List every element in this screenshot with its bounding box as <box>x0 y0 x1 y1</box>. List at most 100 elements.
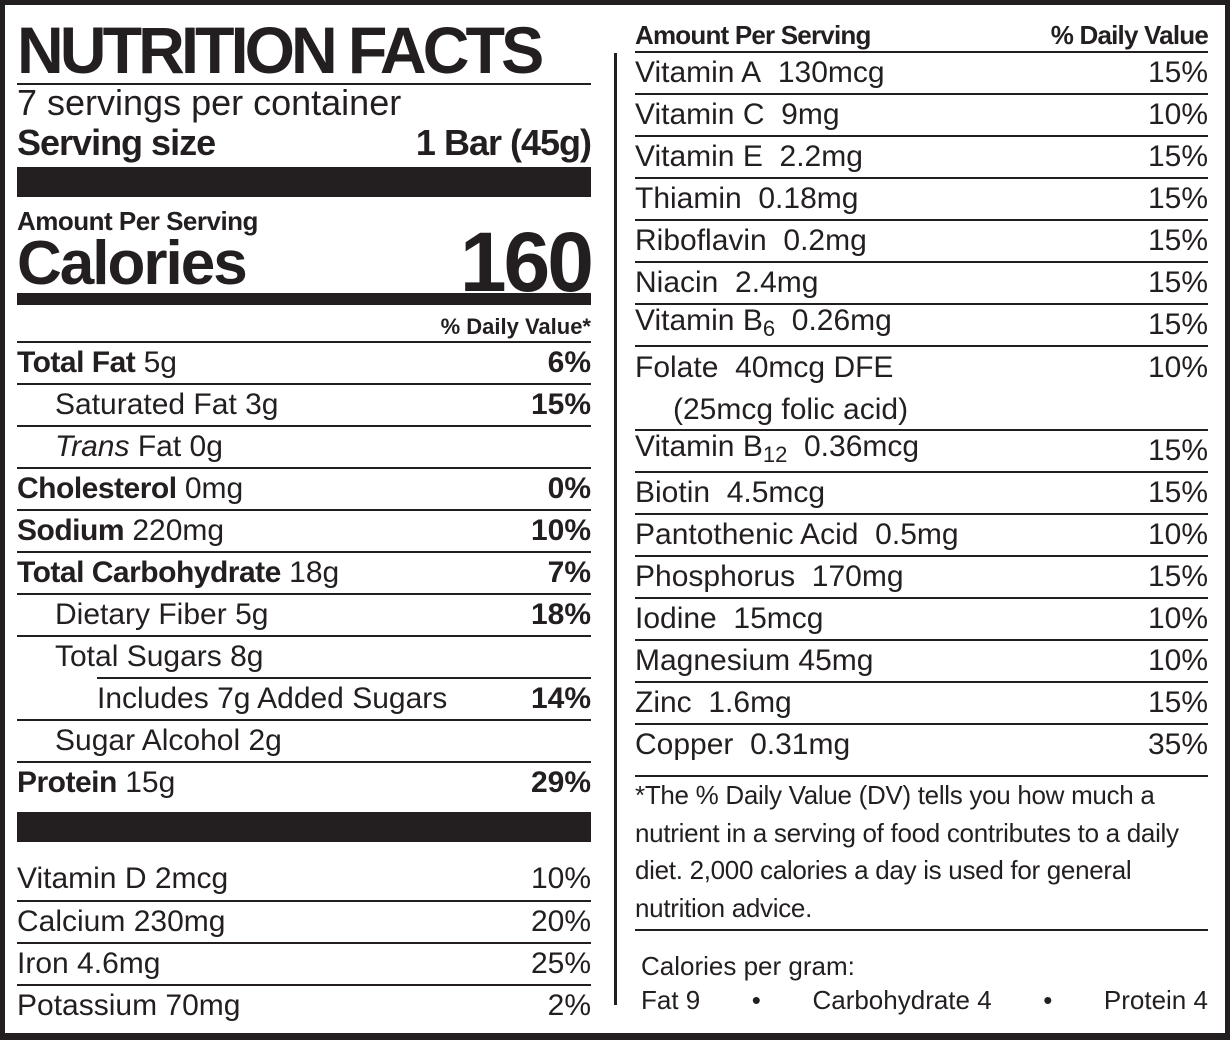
mineral-dv: 10% <box>530 862 591 895</box>
vitamin-row: Magnesium 45mg 10% <box>635 639 1208 681</box>
mineral-amount: 230mg <box>133 905 226 938</box>
vitamin-dv: 10% <box>1147 351 1208 384</box>
vitamin-dv: 15% <box>1147 56 1208 89</box>
nutrient-dv: 10% <box>530 514 591 547</box>
amount-per-serving-label: Amount Per Serving <box>17 206 258 236</box>
nutrient-row-protein: Protein 15g 29% <box>17 761 591 803</box>
cpg-carbohydrate: Carbohydrate 4 <box>812 985 992 1015</box>
nutrient-row-sugar-alcohol: Sugar Alcohol 2g <box>17 719 591 761</box>
nutrient-name-suffix: Fat <box>137 430 182 463</box>
vitamin-row: Vitamin C 9mg 10% <box>635 93 1208 135</box>
vitamin-dv: 15% <box>1147 182 1208 215</box>
bullet-separator: • <box>751 985 761 1015</box>
vitamin-row: Vitamin B12 0.36mcg 15% <box>635 429 1208 471</box>
vitamin-row: Vitamin E 2.2mg 15% <box>635 135 1208 177</box>
column-divider <box>614 53 617 1005</box>
thick-divider-top <box>17 167 591 197</box>
nutrient-amount: 220mg <box>132 514 225 547</box>
nutrient-row-added-sugars: Includes 7g Added Sugars 14% <box>97 677 591 719</box>
right-header-amount: Amount Per Serving <box>635 20 871 50</box>
vitamin-row: Zinc 1.6mg 15% <box>635 681 1208 723</box>
mineral-dv: 25% <box>530 947 591 980</box>
daily-value-footnote: *The % Daily Value (DV) tells you how mu… <box>635 775 1208 931</box>
vitamin-row-folate: Folate 40mcg DFE (25mcg folic acid) 10% <box>635 345 1208 429</box>
nutrient-row-saturated-fat: Saturated Fat 3g 15% <box>17 383 591 425</box>
nutrient-row-dietary-fiber: Dietary Fiber 5g 18% <box>17 593 591 635</box>
vitamin-name: Vitamin E <box>635 140 763 173</box>
cpg-protein: Protein 4 <box>1103 985 1208 1015</box>
right-column-header: Amount Per Serving % Daily Value <box>635 19 1209 51</box>
vitamin-row: Biotin 4.5mcg 15% <box>635 471 1208 513</box>
calories-per-gram-row: Fat 9 • Carbohydrate 4 • Protein 4 <box>641 983 1208 1017</box>
nutrient-amount: 3g <box>245 388 279 421</box>
mineral-dv: 20% <box>530 905 591 938</box>
vitamin-amount: 4.5mcg <box>726 476 826 509</box>
calories-per-gram-label: Calories per gram: <box>641 951 855 981</box>
mineral-name: Calcium <box>17 905 126 938</box>
vitamin-amount: 2.4mg <box>735 266 819 299</box>
nutrient-amount: 5g <box>235 598 269 631</box>
vitamin-row: Phosphorus 170mg 15% <box>635 555 1208 597</box>
mineral-name: Vitamin D <box>17 862 147 895</box>
vitamin-amount: 15mcg <box>733 602 824 635</box>
vitamin-name: Copper <box>635 728 734 761</box>
vitamin-amount: 0.31mg <box>750 728 851 761</box>
vitamin-dv: 15% <box>1147 476 1208 509</box>
vitamin-dv: 10% <box>1147 98 1208 131</box>
vitamin-amount: 0.5mg <box>875 518 959 551</box>
nutrient-dv: 15% <box>530 388 591 421</box>
vitamin-dv: 10% <box>1147 644 1208 677</box>
nutrient-row-total-carbohydrate: Total Carbohydrate 18g 7% <box>17 551 591 593</box>
nutrient-dv: 18% <box>530 598 591 631</box>
vitamin-row: Copper 0.31mg 35% <box>635 723 1208 765</box>
vitamin-amount: 0.2mg <box>783 224 867 257</box>
vitamin-name: Zinc <box>635 686 692 719</box>
mineral-amount: 4.6mg <box>77 947 161 980</box>
thick-divider-protein <box>17 812 591 842</box>
servings-per-container: 7 servings per container <box>17 82 402 123</box>
right-header-dv: % Daily Value <box>1050 20 1209 50</box>
nutrient-dv: 7% <box>547 556 591 589</box>
daily-value-header: % Daily Value* <box>440 314 591 339</box>
vitamin-dv: 15% <box>1147 560 1208 593</box>
mineral-row-potassium: Potassium 70mg 2% <box>17 984 591 1026</box>
nutrient-name: Total Sugars <box>55 640 222 673</box>
mineral-row-vitamin-d: Vitamin D 2mcg 10% <box>17 858 591 900</box>
nutrient-row-total-fat: Total Fat 5g 6% <box>17 341 591 383</box>
vitamin-amount: 130mcg <box>777 56 885 89</box>
nutrient-row-cholesterol: Cholesterol 0mg 0% <box>17 467 591 509</box>
serving-size-value: 1 Bar (45g) <box>415 122 592 163</box>
serving-size-row: Serving size 1 Bar (45g) <box>17 122 592 164</box>
nutrient-row-sodium: Sodium 220mg 10% <box>17 509 591 551</box>
nutrient-dv: 6% <box>547 346 591 379</box>
nutrient-amount: 0mg <box>184 472 244 505</box>
nutrient-name: Total Carbohydrate <box>17 556 281 589</box>
nutrient-name: Total Fat <box>17 346 136 379</box>
vitamin-dv: 15% <box>1147 266 1208 299</box>
vitamin-amount: 9mg <box>781 98 840 131</box>
vitamin-name: Vitamin B <box>635 304 763 337</box>
vitamin-row: Iodine 15mcg 10% <box>635 597 1208 639</box>
vitamin-name: Phosphorus <box>635 560 796 593</box>
nutrient-row-total-sugars: Total Sugars 8g <box>17 635 591 677</box>
nutrient-amount: 2g <box>248 724 282 757</box>
nutrient-amount: 0g <box>189 430 223 463</box>
vitamin-amount: 1.6mg <box>708 686 792 719</box>
vitamin-amount: 2.2mg <box>779 140 863 173</box>
serving-size-label: Serving size <box>17 122 216 163</box>
vitamin-name: Riboflavin <box>635 224 767 257</box>
vitamin-name: Vitamin C <box>635 98 765 131</box>
nutrient-row-trans-fat: Trans Fat 0g <box>17 425 591 467</box>
title-rule <box>17 83 591 85</box>
vitamin-row: Vitamin A 130mcg 15% <box>635 51 1208 93</box>
mineral-amount: 2mcg <box>154 862 229 895</box>
nutrient-name: Cholesterol <box>17 472 177 505</box>
mineral-name: Iron <box>17 947 69 980</box>
vitamin-dv: 15% <box>1147 686 1208 719</box>
label-title: NUTRITION FACTS <box>17 13 544 87</box>
calories-row: Calories 160 <box>17 220 594 304</box>
vitamin-dv: 15% <box>1147 140 1208 173</box>
vitamin-dv: 15% <box>1147 224 1208 257</box>
nutrient-name: Sugar Alcohol <box>55 724 241 757</box>
